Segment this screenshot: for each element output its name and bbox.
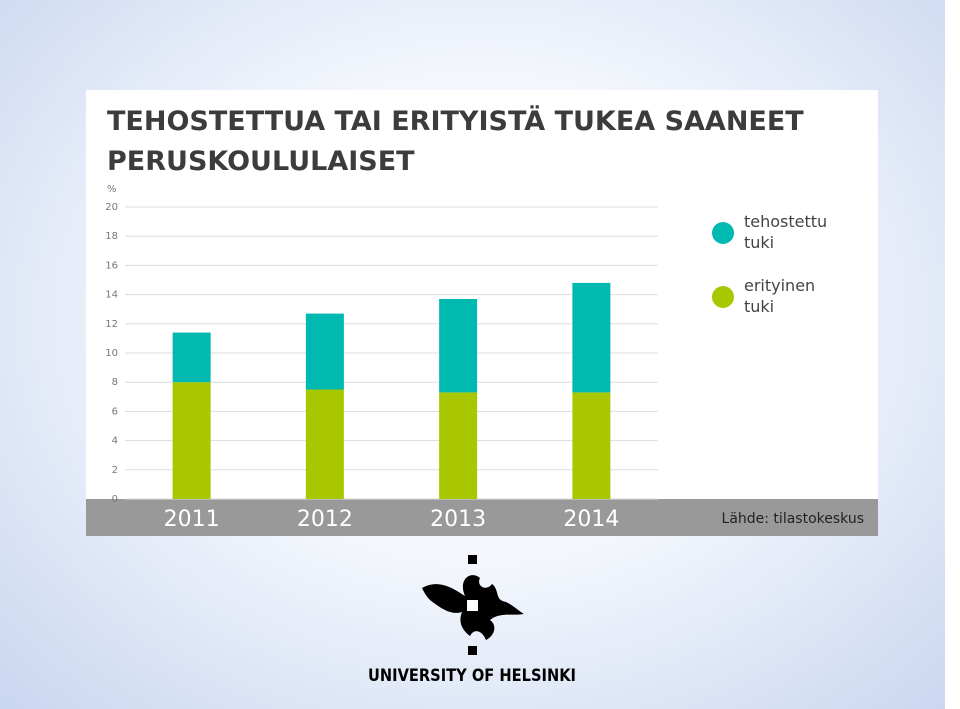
y-tick-label: 6 (112, 406, 118, 417)
y-tick-label: 4 (112, 436, 118, 447)
chart-panel (86, 90, 878, 536)
edge (945, 0, 960, 709)
legend-marker (712, 286, 734, 308)
y-tick-label: 0 (112, 494, 118, 505)
logo-text: UNIVERSITY OF HELSINKI (368, 666, 576, 686)
bar-segment (305, 389, 344, 499)
x-tick-label: 2012 (297, 507, 353, 532)
y-tick-label: 16 (105, 260, 118, 271)
y-tick-label: 12 (105, 319, 118, 330)
x-tick-label: 2014 (563, 507, 619, 532)
y-tick-label: 2 (112, 465, 118, 476)
bar-segment (172, 332, 211, 383)
logo (422, 555, 524, 655)
axis-band (86, 499, 878, 536)
legend-marker (712, 222, 734, 244)
bar-segment (172, 382, 211, 499)
y-axis-label: % (107, 184, 117, 195)
bar-segment (439, 298, 478, 393)
legend-label: tehostettu tuki (744, 212, 828, 252)
y-tick-label: 20 (105, 202, 118, 213)
y-tick-label: 18 (105, 231, 118, 242)
source: Lähde: tilastokeskus (722, 511, 864, 527)
x-tick-label: 2011 (164, 507, 220, 532)
legend-label: erityinen tuki (744, 276, 816, 316)
y-tick-label: 8 (112, 377, 118, 388)
y-tick-label: 14 (105, 290, 118, 301)
x-tick-label: 2013 (430, 507, 486, 532)
bar-segment (572, 392, 611, 499)
bar-segment (572, 282, 611, 393)
y-tick-label: 10 (105, 348, 118, 359)
bar-segment (305, 313, 344, 390)
bar-segment (439, 392, 478, 499)
chart-title: TEHOSTETTUA TAI ERITYISTÄ TUKEA SAANEET … (107, 106, 804, 177)
